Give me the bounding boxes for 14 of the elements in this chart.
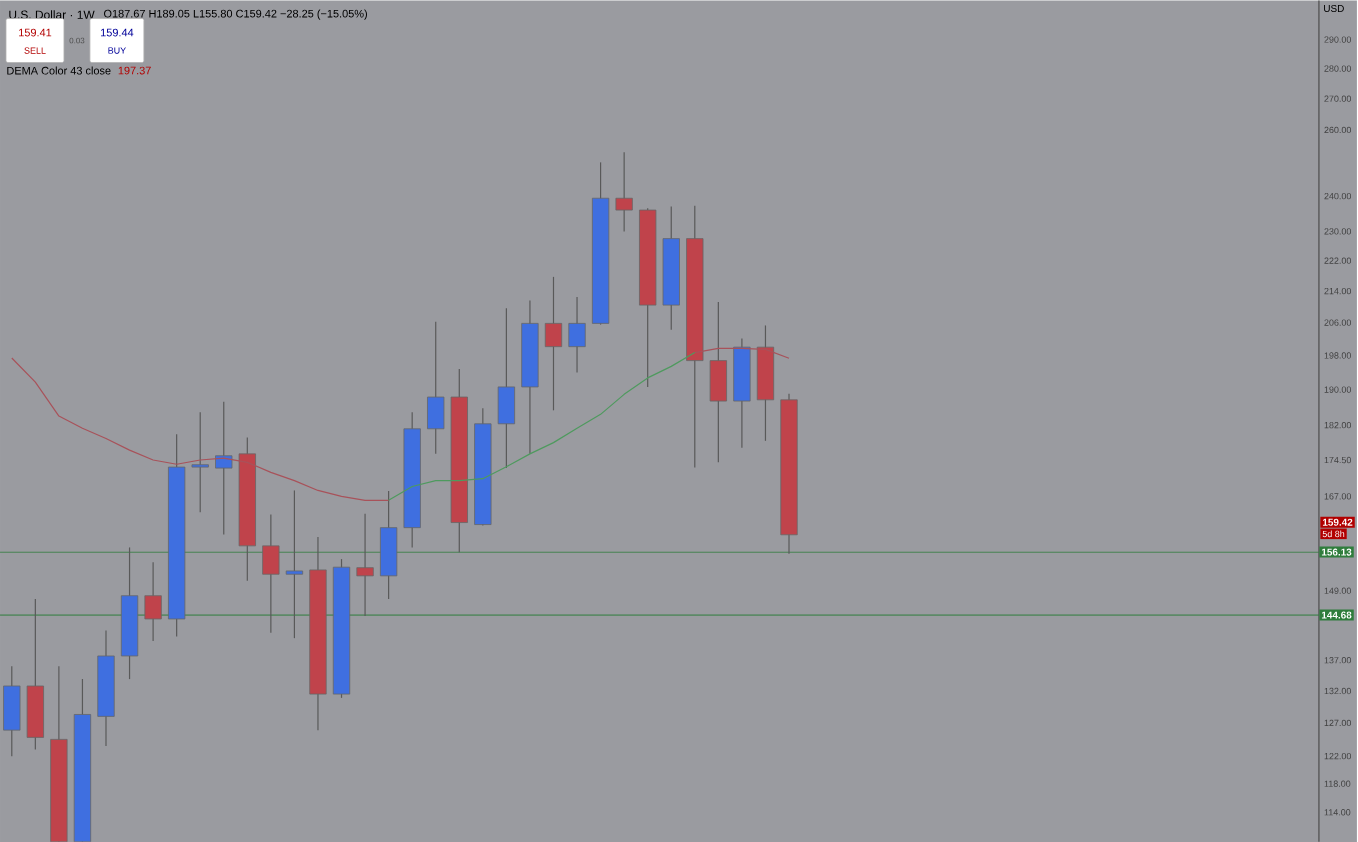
candlestick: [615, 151, 633, 232]
candlestick: [144, 561, 162, 642]
candlestick: [285, 489, 304, 639]
candlestick: [709, 301, 727, 463]
candlestick: [497, 307, 516, 469]
candlestick: [191, 411, 209, 513]
candlestick: [427, 320, 445, 455]
candlestick: [215, 401, 233, 535]
candlestick: [262, 513, 280, 634]
candlestick: [356, 513, 374, 617]
candlestick: [3, 665, 21, 757]
candlestick: [544, 276, 563, 411]
line-series: [388, 351, 696, 501]
candlestick: [568, 296, 586, 373]
